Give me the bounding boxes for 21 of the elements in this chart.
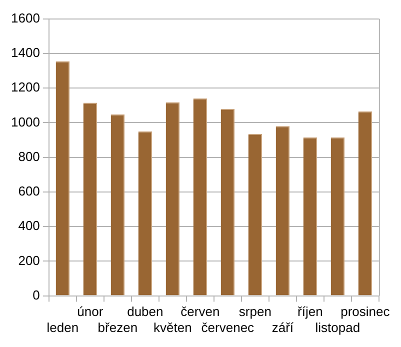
x-tick-label: květen — [154, 320, 192, 335]
y-tick-label: 400 — [18, 218, 40, 234]
x-tick-label: únor — [77, 304, 104, 320]
x-tick-label: červenec — [201, 320, 255, 335]
y-tick-label: 600 — [18, 184, 40, 199]
x-tick-label: březen — [98, 320, 138, 335]
x-tick-label: duben — [127, 304, 164, 320]
x-tick-label: leden — [46, 320, 79, 335]
y-tick-label: 200 — [18, 252, 40, 268]
y-tick-label: 1000 — [11, 114, 40, 130]
x-tick-label: listopad — [315, 320, 360, 335]
y-tick-label: 1400 — [11, 45, 40, 60]
y-tick-label: 0 — [32, 287, 40, 302]
y-tick-label: 800 — [18, 148, 40, 164]
x-tick-label: červen — [180, 304, 220, 320]
y-tick-label: 1200 — [11, 80, 40, 95]
x-tick-label: prosinec — [340, 304, 390, 320]
x-tick-label: srpen — [238, 304, 272, 320]
x-tick-label: říjen — [298, 304, 323, 320]
y-tick-label: 1600 — [11, 10, 40, 26]
x-tick-label: září — [272, 320, 294, 335]
